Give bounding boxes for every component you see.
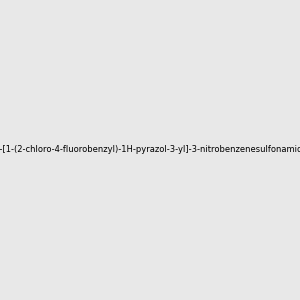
Text: N-[1-(2-chloro-4-fluorobenzyl)-1H-pyrazol-3-yl]-3-nitrobenzenesulfonamide: N-[1-(2-chloro-4-fluorobenzyl)-1H-pyrazo… bbox=[0, 146, 300, 154]
